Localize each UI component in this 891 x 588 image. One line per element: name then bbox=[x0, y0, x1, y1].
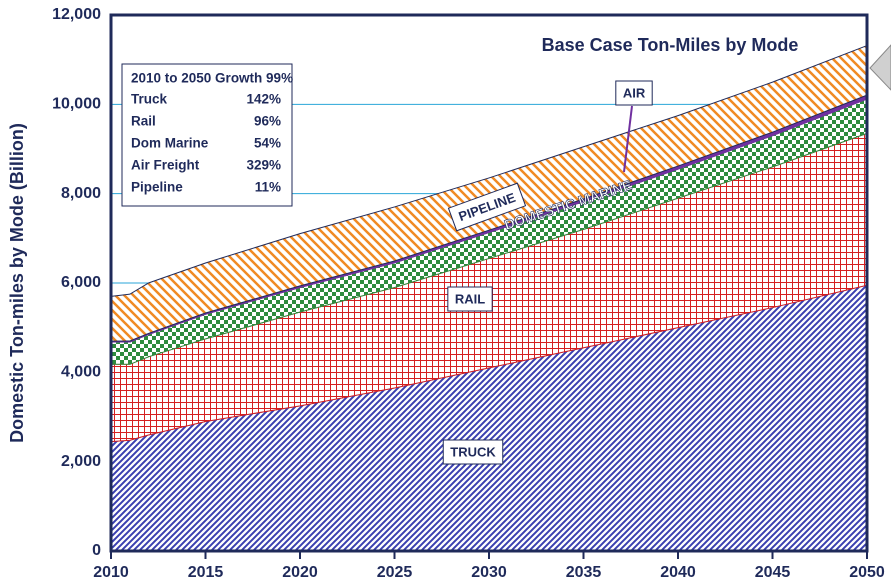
x-tick-label: 2050 bbox=[849, 564, 885, 581]
y-tick-label: 8,000 bbox=[61, 185, 101, 202]
series-label-box bbox=[447, 286, 493, 312]
growth-row-value: 329% bbox=[246, 158, 281, 173]
x-tick-label: 2020 bbox=[282, 564, 318, 581]
series-label: AIR bbox=[623, 85, 646, 100]
series-label: TRUCK bbox=[450, 444, 496, 459]
series-label-group: AIR bbox=[615, 80, 653, 106]
growth-box: 2010 to 2050 Growth 99% Truck 142% Rail 96%… bbox=[121, 63, 293, 207]
growth-row-label: Rail bbox=[131, 114, 156, 129]
growth-row-label: Air Freight bbox=[131, 158, 200, 173]
growth-box-frame bbox=[121, 63, 293, 207]
growth-row-value: 11% bbox=[255, 180, 281, 195]
x-tick-label: 2030 bbox=[471, 564, 507, 581]
growth-row-label: Pipeline bbox=[131, 180, 183, 195]
x-tick-label: 2035 bbox=[566, 564, 602, 581]
x-tick-label: 2045 bbox=[755, 564, 791, 581]
x-tick-label: 2025 bbox=[377, 564, 413, 581]
growth-row-value: 54% bbox=[254, 136, 281, 151]
y-axis-label: Domestic Ton-miles by Mode (Billion) bbox=[7, 123, 27, 443]
y-tick-label: 0 bbox=[92, 542, 101, 559]
x-tick-label: 2040 bbox=[660, 564, 696, 581]
chart-title: Base Case Ton-Miles by Mode bbox=[542, 35, 799, 55]
x-tick-label: 2015 bbox=[188, 564, 224, 581]
y-tick-label: 4,000 bbox=[61, 364, 101, 381]
growth-row-label: Truck bbox=[131, 92, 168, 107]
growth-row-label: Dom Marine bbox=[131, 136, 209, 151]
y-tick-label: 6,000 bbox=[61, 274, 101, 291]
axes: 0 2,000 4,000 6,000 8,000 10,000 12,000 2010 201… bbox=[52, 6, 885, 581]
growth-row-value: 96% bbox=[254, 114, 281, 129]
series-label-box bbox=[615, 80, 653, 106]
x-tick-label: 2010 bbox=[93, 564, 129, 581]
growth-row-value: 142% bbox=[246, 92, 281, 107]
y-tick-label: 10,000 bbox=[52, 96, 101, 113]
y-tick-label: 2,000 bbox=[61, 453, 101, 470]
series-label-box bbox=[447, 182, 527, 232]
series-label-box bbox=[442, 439, 504, 465]
decoration-arrow bbox=[869, 44, 891, 91]
air-pointer bbox=[623, 105, 633, 173]
y-tick-label: 12,000 bbox=[52, 6, 101, 23]
growth-box-title: 2010 to 2050 Growth 99% bbox=[131, 71, 293, 86]
series-label: RAIL bbox=[455, 291, 485, 306]
series-label-group: RAIL bbox=[447, 286, 493, 312]
series-label-group: TRUCK bbox=[442, 439, 504, 465]
